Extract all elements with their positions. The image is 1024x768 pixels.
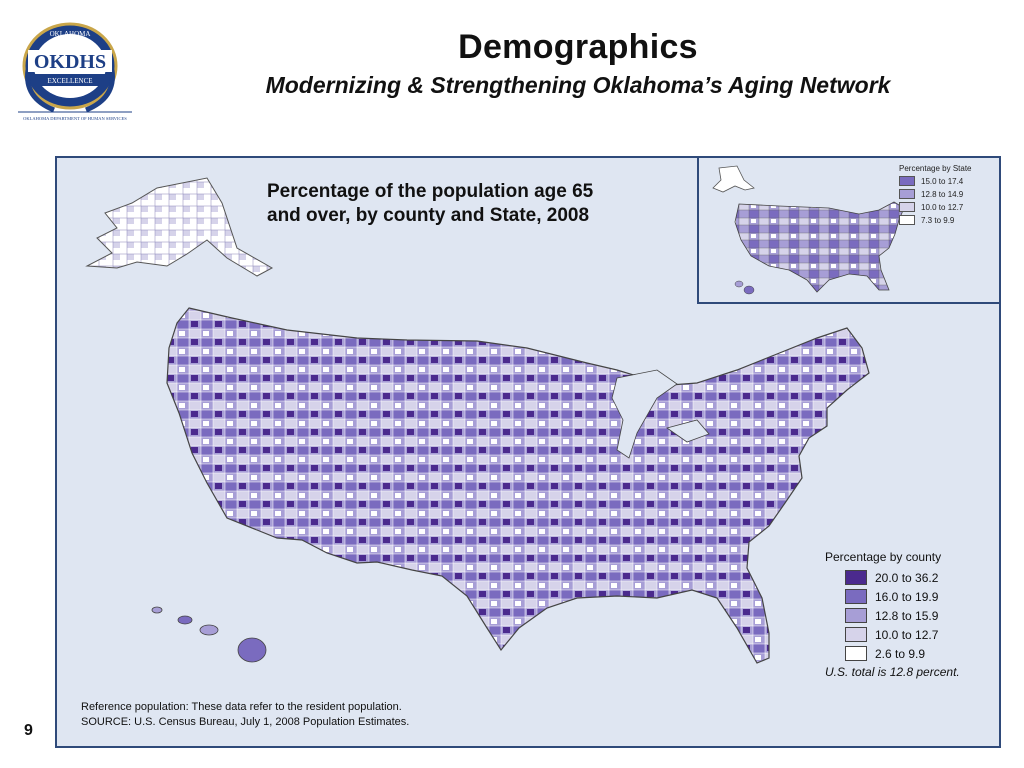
county-legend-swatch [845, 570, 867, 585]
map-title: Percentage of the population age 65 and … [267, 180, 593, 228]
map-footnotes: Reference population: These data refer t… [81, 700, 409, 730]
county-legend-swatch [845, 627, 867, 642]
state-legend-label: 10.0 to 12.7 [921, 202, 964, 212]
logo-main-text: OKDHS [34, 51, 106, 73]
okdhs-logo: OKLAHOMA OKDHS EXCELLENCE OKLAHOMA DEPAR… [14, 16, 136, 124]
state-legend-swatch [899, 189, 915, 199]
state-legend-label: 12.8 to 14.9 [921, 189, 964, 199]
county-legend: Percentage by county 20.0 to 36.2 16.0 t… [825, 550, 999, 679]
logo-band-text: EXCELLENCE [47, 77, 92, 85]
county-legend-label: 2.6 to 9.9 [875, 646, 926, 661]
state-legend-title: Percentage by State [899, 164, 972, 173]
county-legend-item: 12.8 to 15.9 [845, 608, 999, 623]
logo-bottom-text: OKLAHOMA DEPARTMENT OF HUMAN SERVICES [23, 116, 127, 121]
contiguous-us-shape [166, 307, 870, 664]
county-legend-swatch [845, 589, 867, 604]
state-legend-item: 10.0 to 12.7 [899, 202, 995, 212]
alaska-shape [85, 177, 274, 277]
state-legend-item: 12.8 to 14.9 [899, 189, 995, 199]
county-legend-item: 10.0 to 12.7 [845, 627, 999, 642]
state-legend-swatch [899, 202, 915, 212]
state-legend-item: 15.0 to 17.4 [899, 176, 995, 186]
county-legend-item: 2.6 to 9.9 [845, 646, 999, 661]
slide-subtitle: Modernizing & Strengthening Oklahoma’s A… [265, 72, 891, 98]
county-map-panel: Percentage of the population age 65 and … [55, 156, 1001, 748]
state-legend-swatch [899, 215, 915, 225]
state-legend: Percentage by State 15.0 to 17.4 12.8 to… [899, 164, 995, 228]
map-title-line1: Percentage of the population age 65 [267, 181, 594, 202]
state-legend-item: 7.3 to 9.9 [899, 215, 995, 225]
state-legend-swatch [899, 176, 915, 186]
county-legend-item: 20.0 to 36.2 [845, 570, 999, 585]
great-lakes [611, 369, 678, 459]
state-legend-label: 15.0 to 17.4 [921, 176, 964, 186]
logo-top-text: OKLAHOMA [50, 30, 91, 38]
reference-population-note: Reference population: These data refer t… [81, 701, 402, 713]
county-legend-item: 16.0 to 19.9 [845, 589, 999, 604]
county-legend-swatch [845, 608, 867, 623]
us-county-map [85, 177, 870, 664]
us-total-note: U.S. total is 12.8 percent. [825, 665, 960, 679]
county-legend-swatch [845, 646, 867, 661]
county-legend-label: 10.0 to 12.7 [875, 627, 939, 642]
state-legend-label: 7.3 to 9.9 [921, 215, 955, 225]
county-legend-title: Percentage by county [825, 550, 942, 564]
hawaii-shape [151, 606, 267, 663]
county-legend-label: 16.0 to 19.9 [875, 589, 939, 604]
page-number: 9 [24, 722, 33, 739]
map-title-line2: and over, by county and State, 2008 [267, 205, 590, 226]
state-map-illustration [712, 165, 905, 295]
county-legend-label: 20.0 to 36.2 [875, 570, 939, 585]
county-legend-label: 12.8 to 15.9 [875, 608, 939, 623]
state-inset-map: Percentage by State 15.0 to 17.4 12.8 to… [697, 158, 999, 304]
slide-title: Demographics [458, 28, 698, 66]
source-note: SOURCE: U.S. Census Bureau, July 1, 2008… [81, 716, 410, 728]
